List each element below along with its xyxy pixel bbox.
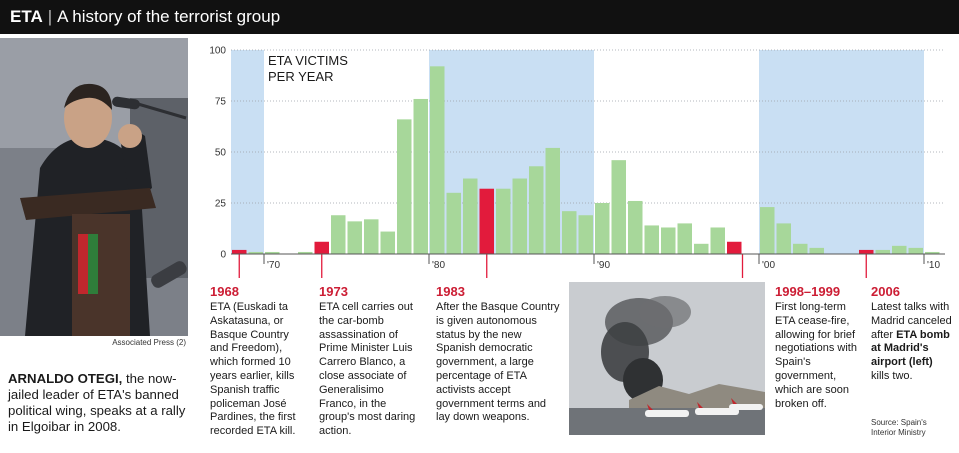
bar-1991 (611, 160, 626, 254)
gridlines (231, 49, 945, 204)
airport-photo (569, 282, 765, 435)
y-tick-label-100: 100 (209, 46, 226, 57)
annotation-year: 1968 (210, 284, 239, 299)
otegi-photo (0, 38, 188, 336)
bar-1968 (232, 249, 247, 254)
y-tick-label-75: 75 (215, 97, 227, 108)
caption-name: ARNALDO OTEGI, (8, 371, 123, 386)
bar-1990 (595, 203, 610, 254)
bar-1988 (562, 211, 577, 254)
bar-1972 (298, 251, 313, 254)
bar-1979 (413, 98, 428, 255)
source-note: Source: Spain's Interior Ministry (871, 418, 927, 438)
bar-1969 (248, 251, 263, 254)
annotation-year: 1983 (436, 284, 465, 299)
bar-1997 (710, 227, 725, 254)
annotation-2006: 2006 Latest talks with Madrid canceled af… (871, 284, 953, 384)
annotation-text: After the Basque Country is given autono… (436, 301, 560, 424)
bar-2003 (809, 247, 824, 254)
otegi-photo-illustration (0, 38, 188, 336)
annotation-1968: 1968 ETA (Euskadi ta Askatasuna, or Basqu… (210, 284, 310, 439)
x-tick-label-1970: '70 (267, 260, 280, 271)
caption-text: the now-jailed leader of ETA's banned po… (8, 371, 186, 434)
y-tick-label-50: 50 (215, 148, 227, 159)
x-tick-label-2000: '00 (762, 260, 775, 271)
shaded-period-0 (231, 50, 264, 254)
annotation-1973: 1973 ETA cell carries out the car-bomb as… (319, 284, 423, 439)
bar-1989 (578, 215, 593, 254)
bar-1976 (364, 219, 379, 254)
victims-chart: 0 25 50 75 100 '70 '80 '90 '00 '10 ETA VICTIMS P… (209, 46, 945, 278)
bar-1998 (727, 241, 742, 254)
source-line-1: Source: Spain's (871, 418, 927, 427)
bar-1994 (661, 227, 676, 254)
bar-1970 (265, 251, 280, 254)
x-tick-label-1980: '80 (432, 260, 445, 271)
airport-photo-illustration (569, 282, 765, 435)
header-bar: ETA | A history of the terrorist group (0, 0, 959, 34)
bar-1980 (430, 66, 445, 254)
bar-1974 (331, 215, 346, 254)
bar-1985 (512, 178, 527, 254)
annotation-year: 1973 (319, 284, 348, 299)
header-separator: | (47, 7, 53, 26)
bar-1982 (463, 178, 478, 254)
photo-caption: ARNALDO OTEGI, the now-jailed leader of … (8, 371, 186, 435)
bar-1995 (677, 223, 692, 254)
y-tick-labels: 0 25 50 75 100 (209, 46, 226, 261)
bar-1977 (380, 231, 395, 254)
y-tick-label-25: 25 (215, 199, 227, 210)
bar-2002 (793, 243, 808, 254)
bar-1981 (446, 192, 461, 254)
bar-2009 (908, 247, 923, 254)
y-tick-label-0: 0 (220, 250, 226, 261)
bar-2000 (760, 207, 775, 254)
chart-title-line2: PER YEAR (268, 69, 334, 84)
bar-1983 (479, 188, 494, 254)
bar-2006 (859, 249, 874, 254)
annotation-text: ETA (Euskadi ta Askatasuna, or Basque Co… (210, 301, 296, 438)
annotation-year: 2006 (871, 284, 900, 299)
annotation-text-end: kills two. (871, 369, 913, 382)
source-line-2: Interior Ministry (871, 428, 926, 437)
bar-1993 (644, 225, 659, 254)
bar-1987 (545, 147, 560, 254)
annotation-text: First long-term ETA cease-fire, allowing… (775, 301, 857, 410)
annotation-bold-text: ETA bomb at Madrid's airport (left) (871, 328, 950, 369)
annotation-1983: 1983 After the Basque Country is given au… (436, 284, 560, 425)
bar-2001 (776, 223, 791, 254)
bar-1984 (496, 188, 511, 254)
leader-lines (238, 254, 867, 278)
x-tick-label-2010: '10 (927, 260, 940, 271)
bar-2007 (875, 249, 890, 254)
bars (232, 66, 940, 255)
annotation-1998-1999: 1998–1999 First long-term ETA cease-fire,… (775, 284, 867, 411)
bar-1996 (694, 243, 709, 254)
bar-1973 (314, 241, 329, 254)
header-subtitle: A history of the terrorist group (57, 7, 281, 26)
x-tick-label-1990: '90 (597, 260, 610, 271)
annotation-text: Latest talks with Madrid canceled after (871, 301, 952, 341)
bar-1992 (628, 200, 643, 254)
annotation-text: ETA cell carries out the car-bomb assass… (319, 301, 416, 438)
chart-title-line1: ETA VICTIMS (268, 53, 348, 68)
bar-1986 (529, 166, 544, 254)
header-title: ETA (10, 7, 43, 26)
annotation-year: 1998–1999 (775, 284, 841, 299)
bar-2008 (892, 245, 907, 254)
x-tick-labels: '70 '80 '90 '00 '10 (263, 254, 940, 271)
photo-credit: Associated Press (2) (112, 338, 186, 347)
bar-2010 (925, 251, 940, 254)
bar-1978 (397, 119, 412, 254)
bar-1975 (347, 221, 362, 254)
